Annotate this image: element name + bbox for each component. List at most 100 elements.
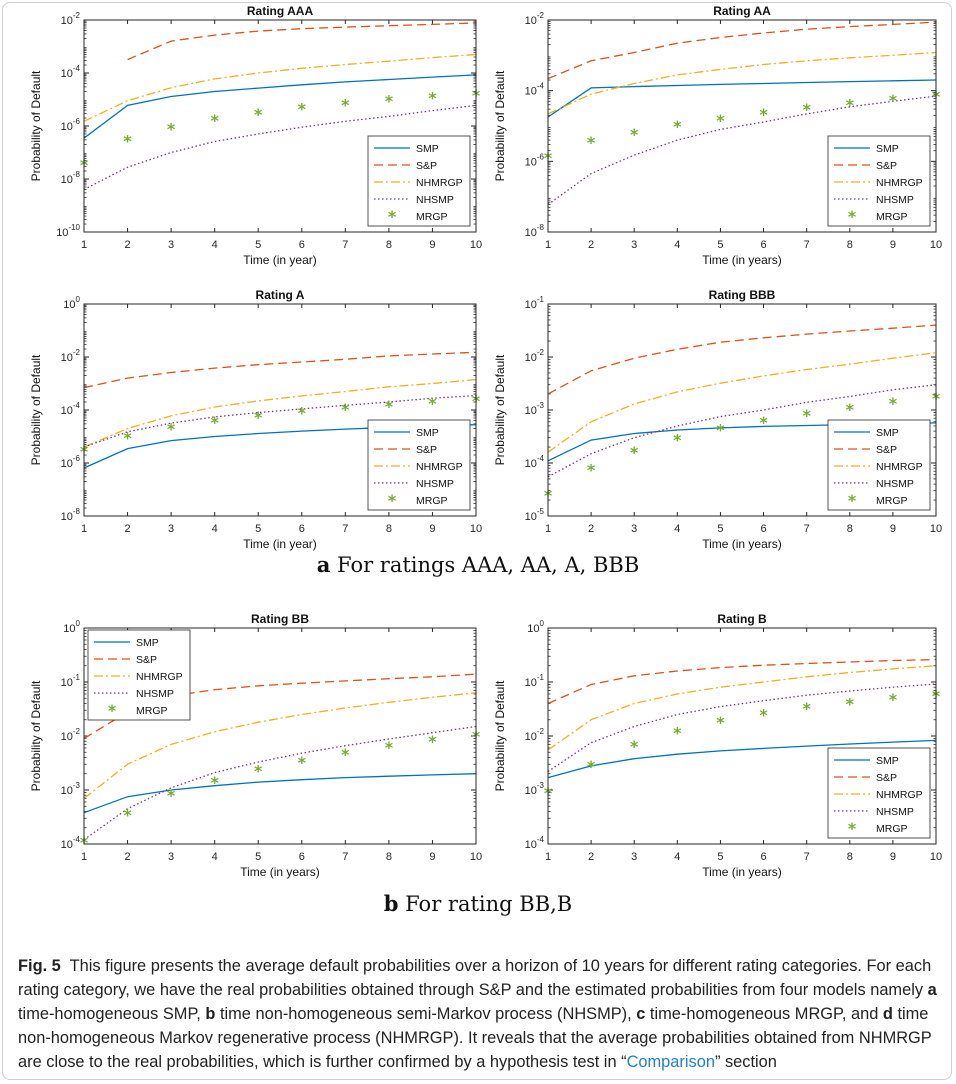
y-axis-label: Probability of Default [29, 354, 43, 465]
y-tick-label: 10-4 [525, 82, 545, 98]
x-axis-label: Time (in years) [702, 537, 782, 551]
legend-marker-mrgp: * [388, 207, 397, 226]
caption-letter-d: d [882, 1005, 893, 1023]
mrgp-point: * [759, 105, 768, 124]
legend-box [87, 629, 191, 721]
mrgp-point: * [716, 713, 725, 732]
x-tick-label: 8 [386, 523, 392, 535]
mrgp-point: * [167, 786, 176, 805]
legend-marker-mrgp: * [848, 491, 857, 510]
series-line-sandp [547, 324, 937, 395]
x-tick-label: 5 [717, 239, 723, 251]
legend: SMP S&P NHMRGP NHSMP * MRGP [367, 419, 471, 511]
legend-label: S&P [876, 444, 897, 456]
x-tick-label: 1 [81, 851, 87, 863]
x-tick-label: 9 [890, 523, 896, 535]
series-line-nhmrgp [83, 692, 477, 799]
mrgp-point: * [298, 100, 307, 119]
y-tick-label: 10-2 [61, 348, 81, 364]
x-tick-label: 2 [588, 239, 594, 251]
mrgp-point: * [630, 443, 639, 462]
mrgp-point: * [587, 133, 596, 152]
mrgp-point: * [716, 420, 725, 439]
legend: SMP S&P NHMRGP NHSMP * MRGP [827, 419, 931, 511]
y-tick-label: 10-8 [525, 223, 545, 239]
x-axis-label: Time (in years) [702, 865, 782, 879]
series-line-nhmrgp [547, 51, 937, 115]
x-tick-label: 6 [299, 523, 305, 535]
mrgp-point: * [167, 420, 176, 439]
chart-title: Rating B [717, 612, 767, 626]
x-tick-label: 7 [342, 523, 348, 535]
y-tick-label: 10-1 [525, 673, 545, 689]
legend-label: MRGP [876, 823, 908, 835]
y-tick-label: 10-3 [525, 401, 545, 417]
axes-box [547, 19, 937, 233]
series-line-smp [547, 739, 937, 779]
legend-label: SMP [416, 143, 439, 155]
mrgp-point: * [759, 413, 768, 432]
comparison-section-link[interactable]: Comparison [626, 1053, 715, 1071]
axes-box [83, 303, 477, 517]
x-tick-label: 1 [545, 239, 551, 251]
series-line-nhsmp [547, 384, 937, 478]
legend-label: NHMRGP [136, 671, 183, 683]
legend-label: NHSMP [416, 478, 454, 490]
mrgp-point: * [630, 737, 639, 756]
caption-part-6: ” section [714, 1053, 777, 1071]
x-tick-label: 4 [674, 239, 680, 251]
x-tick-label: 6 [299, 239, 305, 251]
legend-label: S&P [876, 772, 897, 784]
mrgp-point: * [802, 699, 811, 718]
mrgp-point: * [298, 753, 307, 772]
mrgp-point: * [385, 397, 394, 416]
x-tick-label: 1 [81, 239, 87, 251]
mrgp-point: * [254, 105, 263, 124]
x-tick-label: 1 [545, 523, 551, 535]
legend-label: NHMRGP [416, 177, 463, 189]
x-tick-label: 5 [255, 851, 261, 863]
x-tick-label: 3 [631, 523, 637, 535]
y-tick-label: 10-2 [61, 727, 81, 743]
legend: SMP S&P NHMRGP NHSMP * MRGP [87, 629, 191, 721]
axes-box [83, 19, 477, 233]
series-line-sandp [127, 22, 477, 61]
mrgp-point: * [298, 404, 307, 423]
y-tick-label: 10-4 [525, 835, 545, 851]
legend-label: S&P [136, 654, 157, 666]
x-axis-label: Time (in years) [240, 865, 320, 879]
caption-part-1: This figure presents the average default… [18, 957, 932, 999]
y-tick-label: 100 [63, 295, 80, 311]
mrgp-point: * [123, 132, 132, 151]
caption-letter-a: a [927, 981, 937, 999]
mrgp-point: * [210, 773, 219, 792]
chart-rating-bbb: 1 2 3 4 5 6 7 8 9 10 10-5 10-4 10-3 10-2 10-1 * * * * * * * * *… [493, 288, 942, 551]
mrgp-point: * [341, 745, 350, 764]
series-line-nhsmp [83, 394, 477, 448]
caption-letter-c: c [636, 1005, 646, 1023]
mrgp-point: * [254, 761, 263, 780]
series-line-sandp [547, 21, 937, 80]
subfigure-a-text: For ratings AAA, AA, A, BBB [337, 553, 640, 577]
x-tick-label: 9 [429, 239, 435, 251]
y-axis-label: Probability of Default [493, 680, 507, 791]
series-line-smp [83, 773, 477, 814]
x-axis-label: Time (in year) [243, 537, 317, 551]
mrgp-point: * [428, 88, 437, 107]
legend-box [827, 135, 931, 227]
series-line-sandp [83, 351, 477, 389]
subfigure-b-label: b For rating BB,B [0, 891, 956, 916]
x-tick-label: 10 [470, 851, 482, 863]
legend: SMP S&P NHMRGP NHSMP * MRGP [827, 135, 931, 227]
legend-label: MRGP [136, 705, 168, 717]
x-axis-label: Time (in year) [243, 253, 317, 267]
legend-box [827, 419, 931, 511]
legend-box [827, 747, 931, 839]
x-tick-label: 10 [930, 523, 942, 535]
legend-label: S&P [876, 160, 897, 172]
x-tick-label: 2 [124, 523, 130, 535]
